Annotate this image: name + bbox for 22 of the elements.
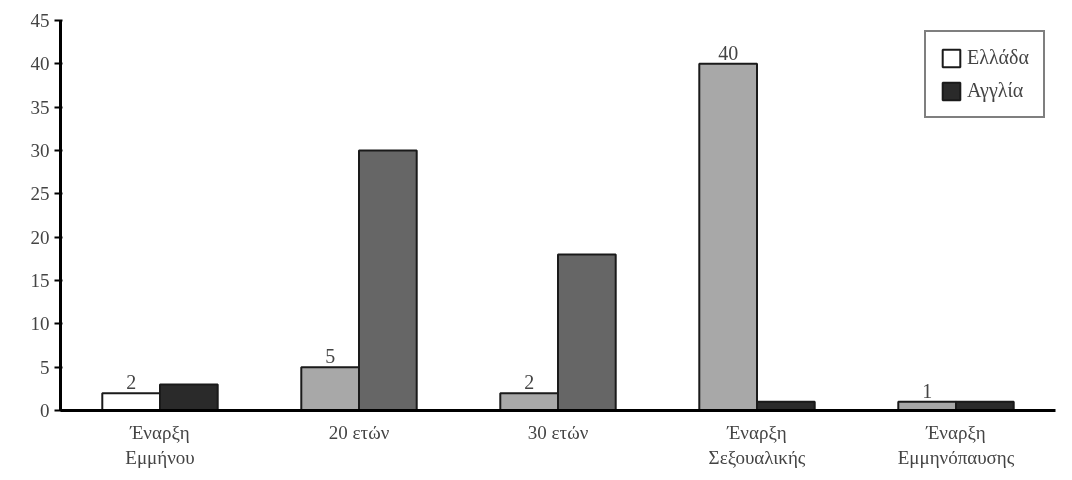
- y-tick-label: 15: [30, 270, 50, 291]
- y-tick-label: 5: [40, 356, 50, 378]
- y-tick-label: 20: [30, 226, 50, 248]
- legend-label: Ελλάδα: [967, 46, 1029, 69]
- x-tick-label: Έναρξη Εμμήνου: [125, 421, 195, 468]
- y-tick-label: 45: [30, 10, 50, 31]
- data-label: 1: [922, 379, 933, 402]
- legend-label: Αγγλία: [967, 79, 1024, 102]
- data-label: 40: [718, 41, 739, 64]
- data-label: 5: [325, 345, 336, 368]
- y-tick-label: 25: [30, 183, 50, 205]
- x-tick-label: Έναρξη Σεξουαλικής: [708, 421, 806, 468]
- data-label: 2: [524, 371, 535, 394]
- data-label: 2: [126, 371, 137, 394]
- y-tick-label: 35: [30, 96, 50, 118]
- y-tick-label: 30: [30, 140, 50, 161]
- y-tick-label: 10: [30, 313, 50, 335]
- x-tick-label: 20 ετών: [328, 421, 390, 443]
- y-tick-label: 40: [30, 53, 50, 75]
- y-tick-label: 0: [40, 400, 50, 421]
- x-tick-label: 30 ετών: [527, 421, 589, 443]
- x-tick-label: Έναρξη Εμμηνόπαυσης: [897, 421, 1015, 468]
